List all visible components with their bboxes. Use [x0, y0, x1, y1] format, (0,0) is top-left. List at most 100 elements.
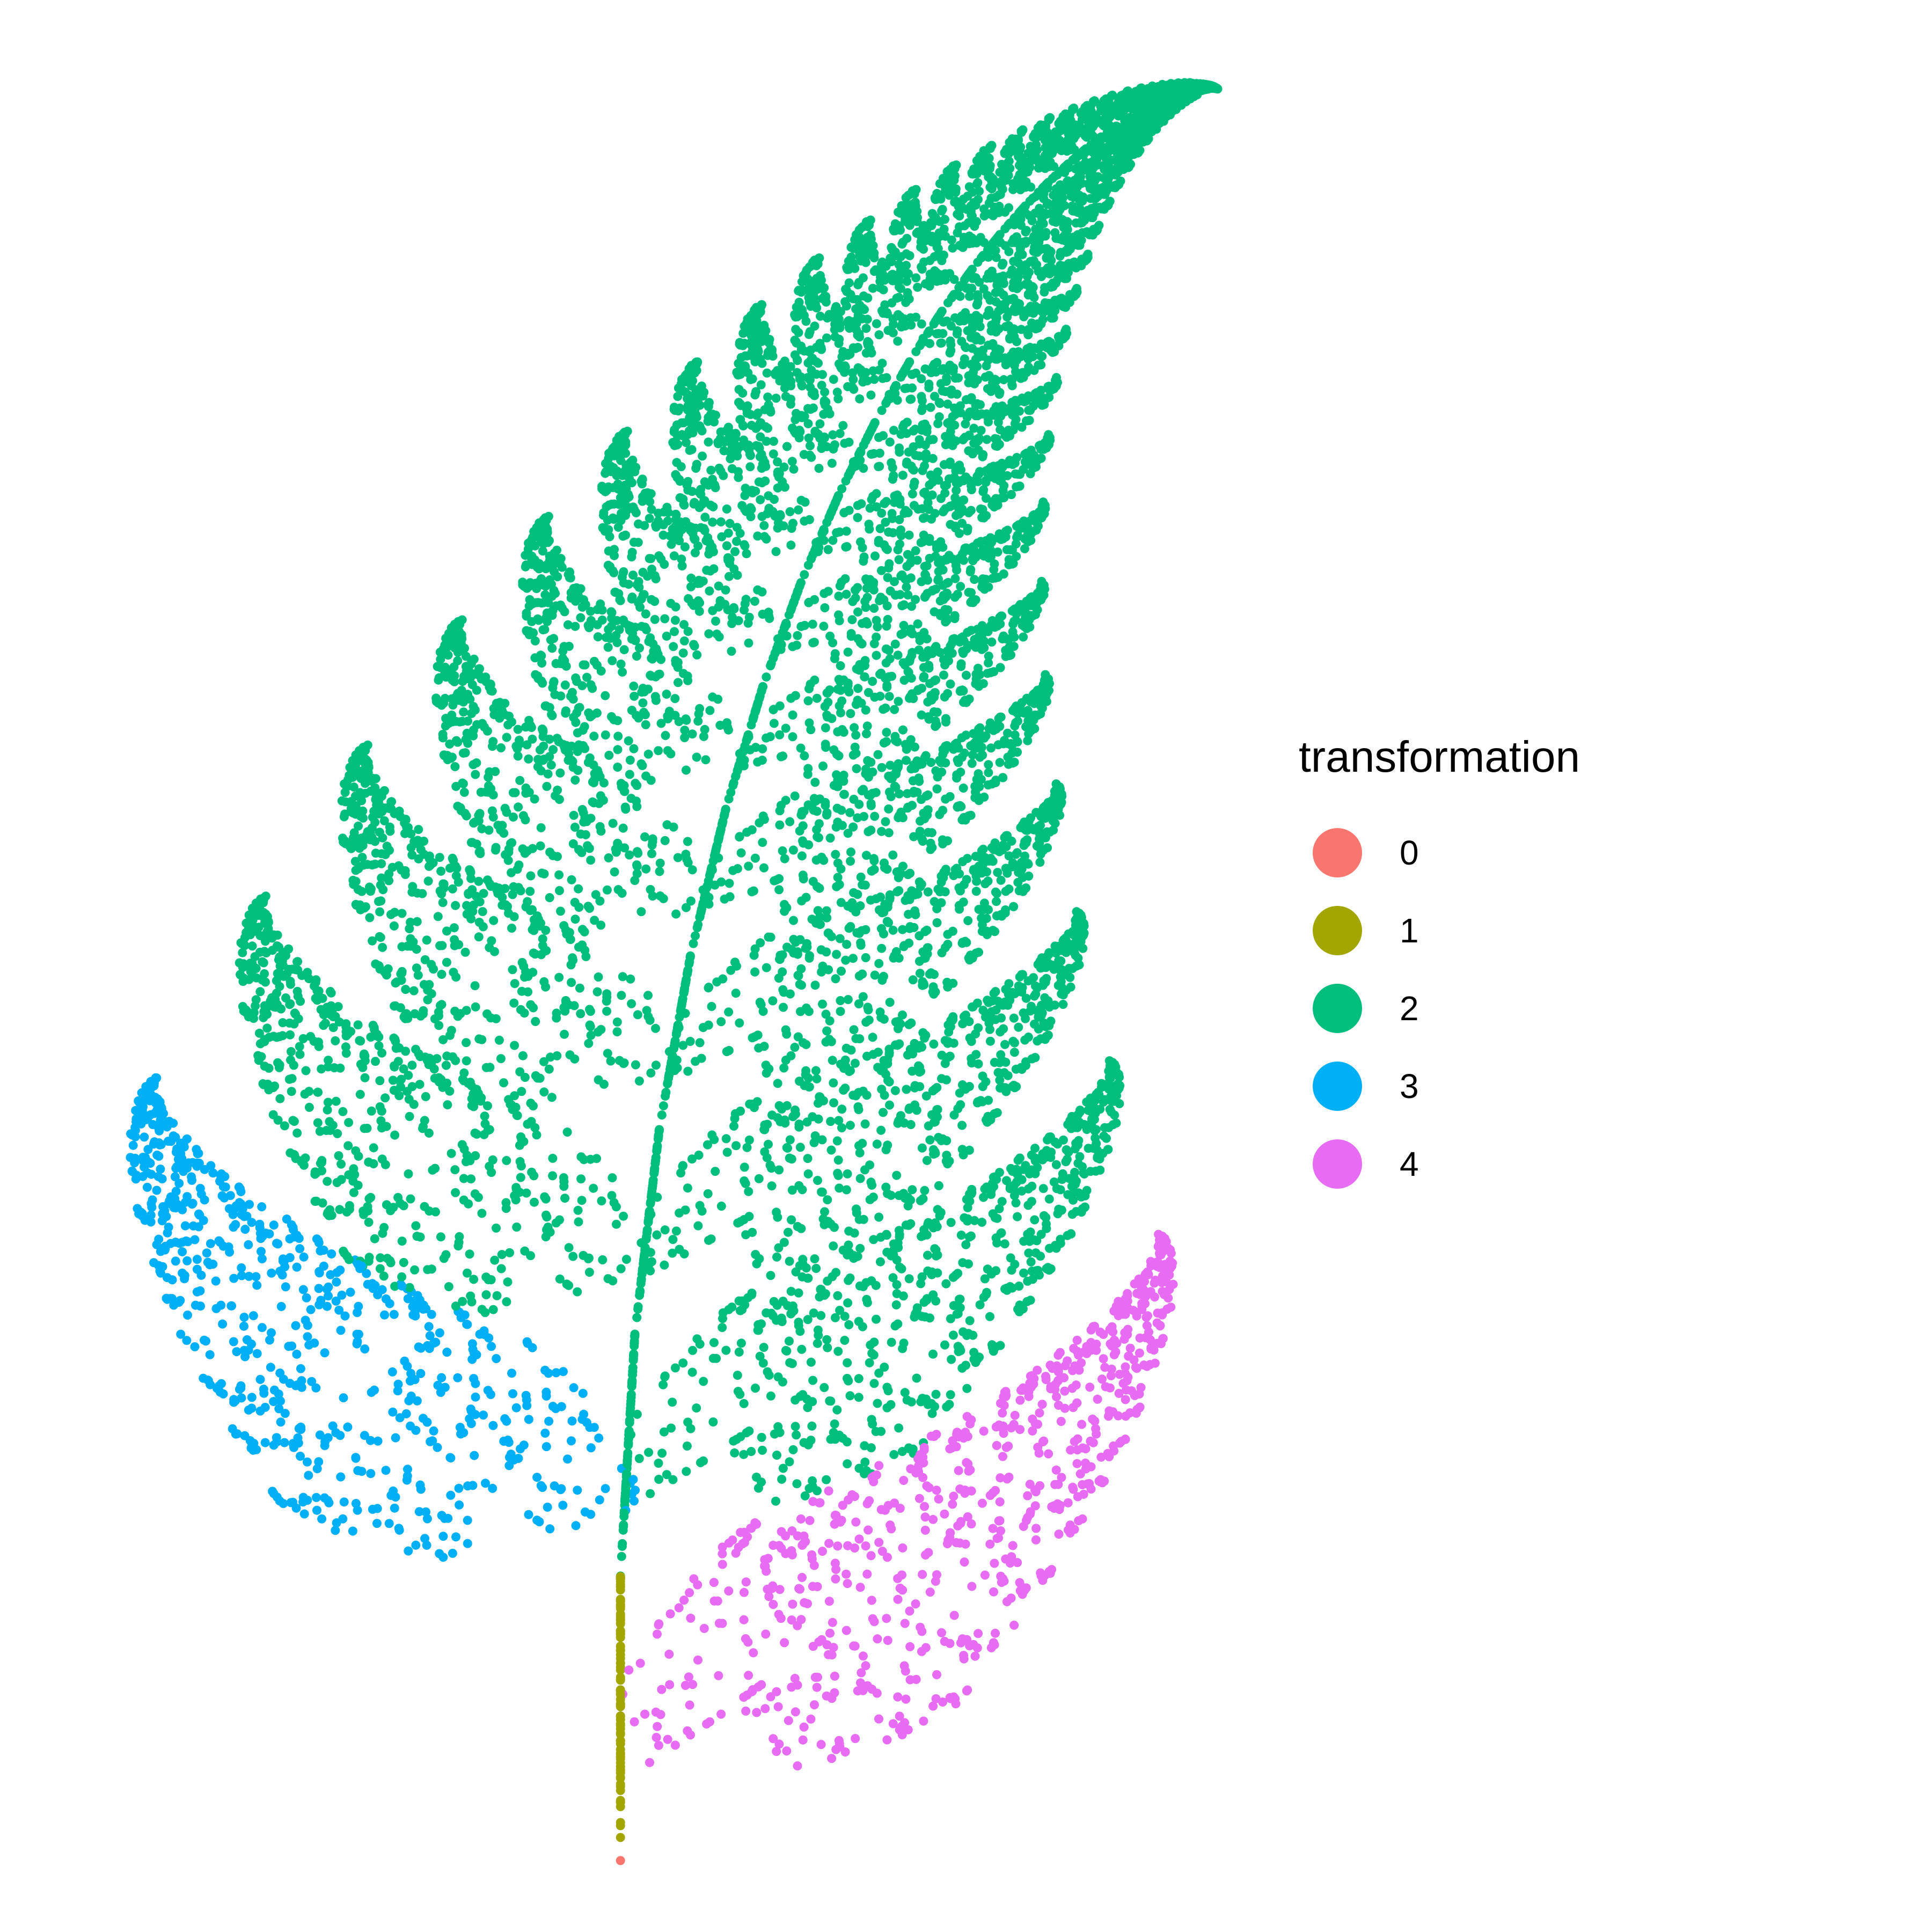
data-point-t2 [729, 1121, 738, 1131]
data-point-t4 [918, 1570, 927, 1579]
data-point-t4 [1077, 1419, 1087, 1429]
data-point-t2 [722, 504, 731, 514]
data-point-t2 [617, 888, 627, 898]
data-point-t4 [686, 1613, 696, 1623]
data-point-t2 [758, 838, 767, 847]
data-point-t2 [730, 547, 740, 557]
data-point-t2 [640, 832, 649, 841]
data-point-t4 [980, 1570, 990, 1580]
data-point-t2 [979, 1192, 989, 1202]
data-point-t2 [666, 598, 676, 608]
data-point-t2 [671, 1226, 681, 1236]
data-point-t4 [900, 1619, 910, 1628]
data-point-t2 [900, 1388, 910, 1397]
data-point-t2 [336, 1159, 346, 1169]
data-point-t3 [205, 1350, 215, 1359]
data-point-t2 [740, 1162, 749, 1172]
data-point-t2 [890, 1086, 900, 1095]
data-point-t3 [339, 1393, 348, 1403]
data-point-t2 [647, 849, 656, 859]
data-point-t2 [678, 1041, 688, 1050]
data-point-t2 [828, 1056, 837, 1065]
data-point-t2 [624, 736, 633, 745]
data-point-t2 [927, 1409, 937, 1418]
data-point-t2 [479, 889, 488, 898]
data-point-t2 [705, 706, 715, 715]
data-point-t2 [397, 1272, 407, 1282]
data-point-t2 [868, 1419, 877, 1429]
data-point-t2 [806, 679, 815, 689]
data-point-t2 [940, 1340, 949, 1350]
data-point-t2 [721, 585, 730, 595]
data-point-t3 [420, 1534, 430, 1543]
data-point-t2 [895, 515, 904, 524]
data-point-t2 [872, 319, 881, 328]
data-point-t2 [870, 551, 880, 561]
data-point-t2 [872, 1139, 882, 1149]
data-point-t2 [295, 1042, 304, 1051]
data-point-t2 [617, 991, 626, 1000]
data-point-t2 [771, 393, 781, 403]
data-point-t3 [257, 1202, 267, 1212]
data-point-t4 [799, 1539, 808, 1549]
data-point-t2 [851, 730, 861, 740]
data-point-t2 [885, 1100, 894, 1110]
data-point-t2 [660, 836, 670, 845]
data-point-t2 [823, 545, 833, 554]
data-point-t3 [217, 1191, 227, 1201]
data-point-t2 [602, 885, 612, 895]
data-point-t2 [939, 670, 948, 680]
data-point-t2 [502, 1156, 511, 1165]
data-point-t2 [656, 554, 666, 564]
data-point-t4 [683, 1726, 692, 1736]
data-point-t2 [378, 1228, 387, 1238]
data-point-t2 [902, 744, 911, 754]
data-point-t2 [357, 853, 367, 862]
data-point-t2 [731, 989, 741, 998]
data-point-t2 [543, 769, 553, 779]
data-point-t2 [683, 837, 692, 846]
data-point-t2 [275, 1094, 285, 1103]
data-point-t2 [716, 466, 726, 476]
data-point-t2 [976, 426, 986, 435]
data-point-t2 [378, 942, 387, 952]
data-point-t2 [287, 1087, 296, 1096]
data-point-t2 [927, 1399, 936, 1408]
data-point-t2 [638, 475, 647, 485]
data-point-t2 [890, 705, 899, 714]
data-point-t2 [964, 182, 974, 192]
data-point-t3 [415, 1480, 425, 1490]
data-point-t2 [459, 787, 469, 797]
data-point-t2 [742, 1143, 752, 1152]
data-point-t2 [790, 350, 800, 360]
data-point-t2 [974, 663, 983, 673]
data-point-t4 [782, 1746, 792, 1756]
data-point-t4 [866, 1551, 876, 1561]
data-point-t2 [423, 876, 433, 886]
data-point-t2 [375, 907, 385, 917]
data-point-t2 [306, 1031, 316, 1041]
data-point-t2 [701, 755, 711, 765]
data-point-t2 [794, 505, 803, 515]
data-point-t2 [819, 1383, 829, 1392]
data-point-t2 [896, 525, 905, 535]
data-point-t2 [985, 1312, 994, 1321]
data-point-t2 [450, 1165, 460, 1175]
data-point-t2 [821, 723, 830, 733]
data-point-t3 [302, 1293, 311, 1302]
data-point-t3 [152, 1185, 162, 1195]
data-point-t4 [928, 1514, 938, 1524]
data-point-t2 [415, 1232, 425, 1242]
data-point-t2 [507, 717, 516, 727]
data-point-t2 [813, 1176, 822, 1185]
data-point-t3 [269, 1220, 279, 1230]
data-point-t3 [180, 1221, 190, 1231]
data-point-t4 [988, 1524, 998, 1533]
data-point-t2 [471, 770, 480, 779]
data-point-t2 [860, 880, 870, 890]
data-point-t2 [448, 884, 457, 894]
data-point-t2 [808, 1375, 818, 1385]
data-point-t4 [928, 1701, 938, 1711]
data-point-t2 [1051, 1160, 1061, 1169]
data-point-t3 [303, 1457, 312, 1467]
